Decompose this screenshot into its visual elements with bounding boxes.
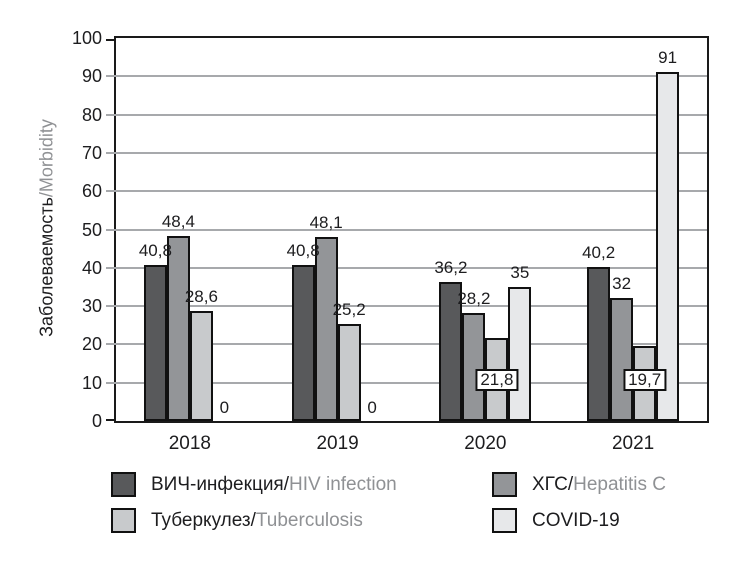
bar-value-label: 0: [367, 398, 377, 417]
gridline: [116, 113, 707, 116]
y-tick-label: 70: [81, 142, 102, 163]
y-tick-label: 90: [81, 66, 102, 87]
bar-value-label: 0: [219, 398, 230, 417]
bar-value-label: 91: [658, 48, 678, 68]
gridline: [116, 151, 707, 154]
y-axis-tick: [106, 381, 116, 384]
bar-value-label: 32: [612, 274, 632, 294]
legend-label: Туберкулез/Tuberculosis: [151, 508, 363, 533]
y-tick-label: 60: [81, 181, 102, 202]
bar: [166, 235, 190, 421]
y-tick-label: 40: [81, 257, 102, 278]
bar: [291, 264, 315, 421]
legend-label-ru: Туберкулез/: [151, 510, 256, 531]
y-axis-title-ru: Заболеваемость: [36, 197, 57, 337]
legend-label-ru: ВИЧ-инфекция/: [151, 474, 290, 495]
gridline: [116, 228, 707, 231]
legend-label: ХГС/Hepatitis C: [532, 472, 666, 497]
bar: [462, 313, 486, 421]
y-axis-tick: [106, 39, 116, 41]
legend-swatch: [492, 508, 517, 533]
bar: [587, 267, 611, 421]
legend-item: COVID-19: [492, 508, 666, 533]
y-tick-label: 0: [91, 411, 102, 431]
bar: [143, 264, 167, 421]
bar: [439, 282, 463, 421]
gridline: [116, 190, 707, 193]
y-axis-tick: [106, 266, 116, 269]
bar-value-label: 25,2: [332, 300, 366, 320]
y-axis-tick: [106, 343, 116, 346]
legend-label-ru: ХГС/: [532, 474, 574, 495]
bar: [189, 311, 213, 421]
y-tick-label: 20: [81, 334, 102, 355]
bar: [314, 236, 338, 421]
bar-value-label: 40,8: [138, 240, 172, 260]
y-tick-label: 80: [81, 104, 102, 125]
legend-label-en: Hepatitis C: [573, 474, 667, 495]
legend-swatch: [111, 472, 136, 497]
legend-label-ru: COVID-19: [532, 510, 620, 531]
y-axis-title-en: /Morbidity: [36, 119, 57, 198]
plot-area: 0 10 20 30 40 50 60 70 80 90 100 2018 40,8 48,4 28,6 0 2…: [72, 28, 709, 454]
y-tick-label: 100: [71, 28, 102, 48]
bar-value-label: 36,2: [434, 258, 468, 278]
legend-swatch: [492, 472, 517, 497]
x-tick-label: 2019: [316, 433, 359, 454]
y-axis-tick: [106, 190, 116, 193]
y-tick-label: 30: [81, 296, 102, 317]
bar: [656, 72, 680, 421]
y-axis-tick: [106, 228, 116, 231]
legend-item: ВИЧ-инфекция/HIV infection: [111, 472, 492, 497]
legend-item: Туберкулез/Tuberculosis: [111, 508, 492, 533]
bar-value-label: 28,6: [184, 287, 218, 307]
x-tick-label: 2020: [464, 433, 507, 454]
gridline: [116, 381, 707, 384]
gridline: [116, 305, 707, 308]
legend-swatch: [111, 508, 136, 533]
legend: ВИЧ-инфекция/HIV infection ХГС/Hepatitis …: [111, 472, 666, 533]
legend-label: COVID-19: [532, 508, 620, 533]
y-tick-label: 50: [81, 219, 102, 240]
bar-value-label: 28,2: [457, 289, 491, 308]
bar-value-label: 21,8: [475, 369, 519, 391]
x-tick-label: 2021: [611, 433, 655, 454]
gridline: [116, 266, 707, 269]
y-axis-tick: [106, 419, 116, 421]
y-axis-tick: [106, 151, 116, 154]
bar-value-label: 19,7: [623, 369, 667, 391]
bar-value-label: 35: [510, 262, 530, 282]
bar: [337, 324, 361, 421]
y-axis-title: Заболеваемость/Morbidity: [37, 119, 58, 337]
y-axis-tick: [106, 113, 116, 116]
gridline: [116, 343, 707, 346]
y-axis-tick: [106, 305, 116, 308]
x-tick-label: 2018: [168, 433, 212, 454]
legend-item: ХГС/Hepatitis C: [492, 472, 666, 497]
bar: [610, 298, 634, 421]
y-tick-label: 10: [81, 372, 102, 393]
bar-value-label: 48,1: [309, 212, 343, 232]
legend-label-en: HIV infection: [289, 474, 397, 495]
legend-label: ВИЧ-инфекция/HIV infection: [151, 472, 397, 497]
bar: [508, 286, 532, 421]
bar-value-label: 40,2: [582, 243, 616, 263]
gridline: [116, 75, 707, 78]
bar-value-label: 48,4: [161, 211, 195, 231]
y-axis-tick: [106, 75, 116, 78]
legend-label-en: Tuberculosis: [255, 510, 363, 531]
bar-value-label: 40,8: [286, 240, 320, 260]
